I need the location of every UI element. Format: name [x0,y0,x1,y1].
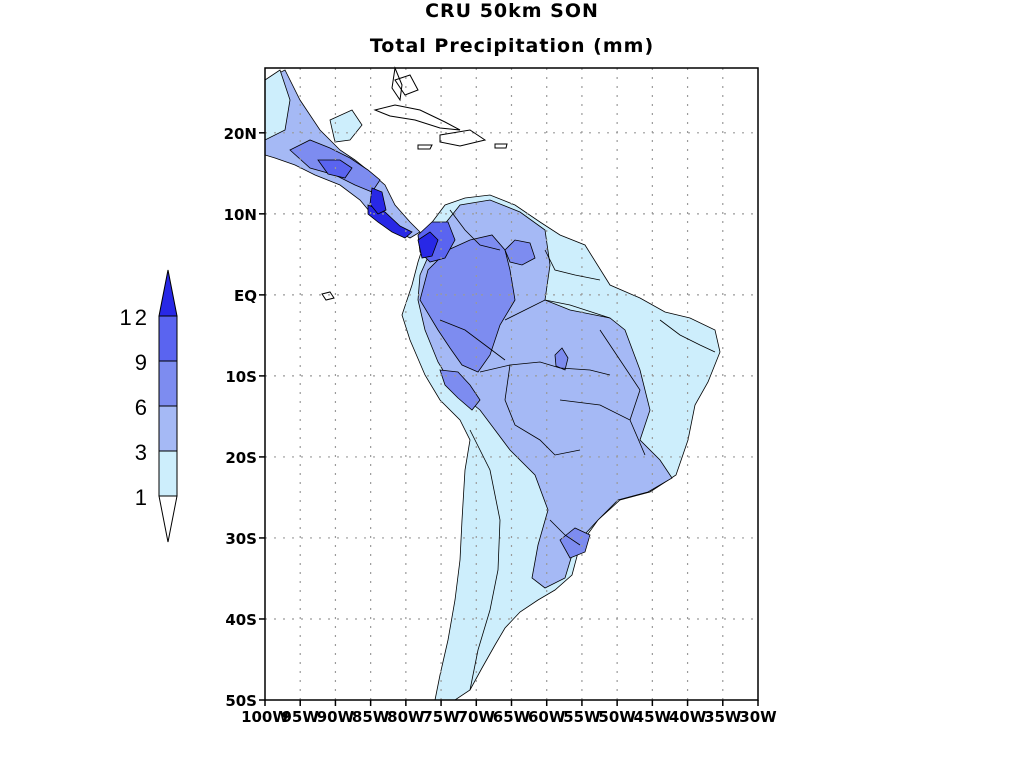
band-6-9-central [554,347,569,371]
colorbar-under-triangle [158,495,178,543]
border-uruguay [549,519,581,546]
latitude-axis: 20N 10N EQ 10S 20S 30S 40S 50S [224,125,265,710]
jamaica-outline [417,144,433,150]
hispaniola-outline [439,129,487,147]
lat-tick-label: EQ [234,287,257,305]
colorbar-label-9: 9 [135,350,150,375]
lat-tick-label: 50S [225,692,257,710]
colorbar-label-12: 12 [120,305,150,330]
lon-tick-label: 95W [282,708,320,726]
lat-tick-label: 40S [225,611,257,629]
precipitation-fills [264,69,721,701]
lon-tick-label: 30W [739,708,777,726]
graticule [265,68,758,700]
band-6-9-guiana [504,239,536,266]
border-brazil-states-3 [659,319,716,353]
lon-tick-label: 40W [669,708,707,726]
lon-tick-label: 80W [387,708,425,726]
cuba-outline [373,104,461,131]
band-over-12-nicaragua [369,187,387,215]
lat-tick-label: 30S [225,530,257,548]
colorbar-segment-1-3 [158,450,178,497]
colorbar-segment-6-9 [158,360,178,407]
lon-tick-label: 70W [458,708,496,726]
band-6-9-amazon [419,234,516,373]
colorbar: 12 9 6 3 1 [120,269,178,543]
lon-tick-label: 55W [563,708,601,726]
longitude-axis: 100W95W90W85W80W75W70W65W60W55W50W45W40W… [241,700,777,726]
lon-tick-label: 65W [493,708,531,726]
lon-tick-label: 35W [704,708,742,726]
border-brazil-states-1 [599,329,641,421]
border-brazil-north [504,299,611,321]
border-peru-brazil [439,319,506,361]
lon-tick-label: 50W [598,708,636,726]
lon-tick-label: 45W [634,708,672,726]
band-over-12-choco [417,231,439,259]
border-bolivia-paraguay [504,364,581,456]
colorbar-label-3: 3 [135,440,150,465]
band-6-9-southeast [559,527,591,559]
lon-tick-label: 75W [422,708,460,726]
lat-tick-label: 20N [224,125,257,143]
colorbar-label-6: 6 [135,395,150,420]
border-brazil-states-2 [559,399,646,456]
lon-tick-label: 60W [528,708,566,726]
lon-tick-label: 85W [352,708,390,726]
colorbar-over-triangle [158,269,178,317]
puerto-rico-outline [494,143,508,149]
lon-tick-label: 100W [241,708,289,726]
florida-outline [391,66,403,102]
lat-tick-label: 10S [225,368,257,386]
galapagos-outline [321,291,335,301]
country-borders [439,209,716,691]
border-argentina-chile [469,429,501,691]
border-guianas [544,249,601,281]
figure-title: CRU 50km SON [425,0,599,22]
lon-tick-label: 90W [317,708,355,726]
lat-tick-label: 10N [224,206,257,224]
border-brazil-bolivia [479,361,611,376]
caribbean-islands [373,66,508,150]
lat-tick-label: 20S [225,449,257,467]
colorbar-segment-9-12 [158,315,178,362]
colorbar-segment-3-6 [158,405,178,452]
map-panel: 20N 10N EQ 10S 20S 30S 40S 50S 100W95W90W85W80W… [224,66,777,726]
band-6-9-peru [439,369,481,411]
border-colombia-venezuela [449,209,501,251]
colorbar-label-1: 1 [135,485,150,510]
figure-subtitle: Total Precipitation (mm) [370,35,654,57]
